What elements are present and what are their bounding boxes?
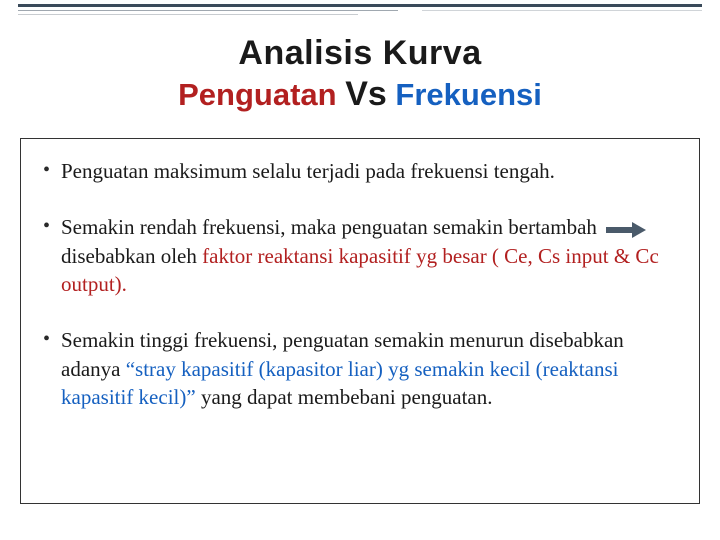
top-border-thick (18, 4, 702, 7)
title-word-vs: Vs (345, 75, 387, 113)
title-word-penguatan: Penguatan (178, 77, 336, 112)
text-segment: Penguatan maksimum selalu terjadi pada f… (61, 159, 555, 183)
title-line2: Penguatan Vs Frekuensi (0, 75, 720, 114)
top-border-thin-left (18, 10, 398, 11)
top-border-thin-right (422, 10, 702, 11)
bullet-text-1: Penguatan maksimum selalu terjadi pada f… (61, 157, 677, 185)
content-box: • Penguatan maksimum selalu terjadi pada… (20, 138, 700, 504)
decorative-top-border (0, 0, 720, 24)
bullet-marker: • (43, 157, 61, 184)
text-segment: disebabkan oleh (61, 244, 202, 268)
text-segment: yang dapat membebani penguatan. (196, 385, 493, 409)
bullet-item: • Semakin tinggi frekuensi, penguatan se… (43, 326, 677, 411)
bullet-marker: • (43, 213, 61, 240)
bullet-item: • Semakin rendah frekuensi, maka penguat… (43, 213, 677, 298)
text-segment: Semakin rendah frekuensi, maka penguatan… (61, 215, 602, 239)
arrow-icon (606, 224, 646, 236)
top-border-thin-lower (18, 14, 358, 15)
title-word-frekuensi: Frekuensi (395, 77, 541, 112)
title-line1: Analisis Kurva (0, 34, 720, 73)
slide-title: Analisis Kurva Penguatan Vs Frekuensi (0, 34, 720, 114)
bullet-text-3: Semakin tinggi frekuensi, penguatan sema… (61, 326, 677, 411)
bullet-marker: • (43, 326, 61, 353)
bullet-text-2: Semakin rendah frekuensi, maka penguatan… (61, 213, 677, 298)
bullet-item: • Penguatan maksimum selalu terjadi pada… (43, 157, 677, 185)
